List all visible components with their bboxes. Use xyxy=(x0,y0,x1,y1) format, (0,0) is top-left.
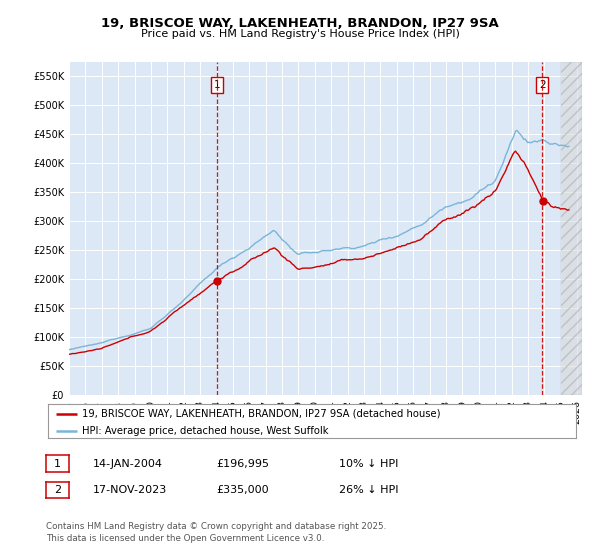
Text: 10% ↓ HPI: 10% ↓ HPI xyxy=(339,459,398,469)
Text: 1: 1 xyxy=(214,80,220,90)
Text: 19, BRISCOE WAY, LAKENHEATH, BRANDON, IP27 9SA: 19, BRISCOE WAY, LAKENHEATH, BRANDON, IP… xyxy=(101,17,499,30)
Text: 2: 2 xyxy=(54,485,61,495)
Text: 1: 1 xyxy=(54,459,61,469)
Text: £335,000: £335,000 xyxy=(216,485,269,495)
Text: HPI: Average price, detached house, West Suffolk: HPI: Average price, detached house, West… xyxy=(82,426,329,436)
Text: £196,995: £196,995 xyxy=(216,459,269,469)
Text: 26% ↓ HPI: 26% ↓ HPI xyxy=(339,485,398,495)
Text: 17-NOV-2023: 17-NOV-2023 xyxy=(93,485,167,495)
Text: 19, BRISCOE WAY, LAKENHEATH, BRANDON, IP27 9SA (detached house): 19, BRISCOE WAY, LAKENHEATH, BRANDON, IP… xyxy=(82,409,441,419)
Text: 2: 2 xyxy=(539,80,545,90)
Text: Price paid vs. HM Land Registry's House Price Index (HPI): Price paid vs. HM Land Registry's House … xyxy=(140,29,460,39)
Text: 14-JAN-2004: 14-JAN-2004 xyxy=(93,459,163,469)
Text: Contains HM Land Registry data © Crown copyright and database right 2025.
This d: Contains HM Land Registry data © Crown c… xyxy=(46,522,386,543)
